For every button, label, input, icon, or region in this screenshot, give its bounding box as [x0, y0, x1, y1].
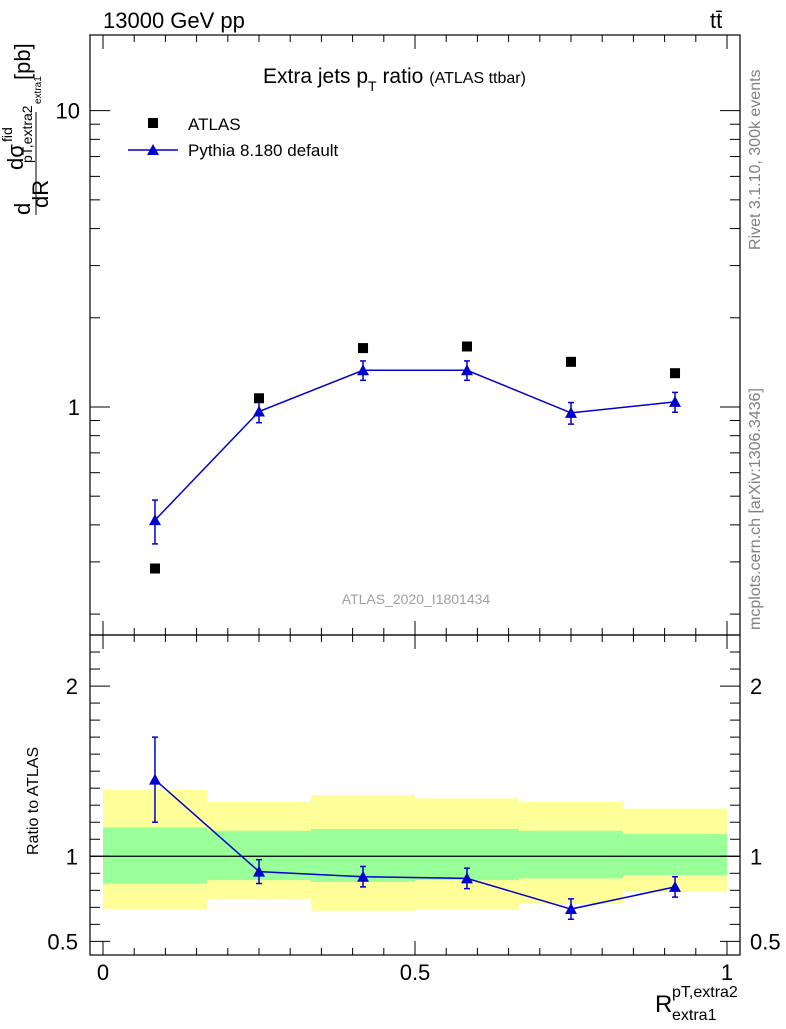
ratio-mc-point — [669, 880, 682, 892]
beam-label: 13000 GeV pp — [103, 8, 245, 33]
ratio-y-tick-label-right: 1 — [750, 844, 762, 869]
mc-point — [565, 406, 577, 418]
analysis-id-label: ATLAS_2020_I1801434 — [342, 591, 491, 607]
ratio-uncertainty-bands — [103, 789, 727, 911]
y-tick-label: 1 — [68, 395, 80, 420]
svg-text:extra1: extra1 — [672, 1007, 717, 1024]
atlas-data-point — [461, 341, 472, 352]
ratio-mc-point — [565, 903, 577, 915]
ratio-mc-point — [253, 865, 265, 877]
atlas-data-point — [149, 563, 160, 574]
svg-text:[pb]: [pb] — [10, 43, 35, 80]
svg-text:pT,extra2: pT,extra2 — [672, 984, 738, 1001]
axes: 0 0.5 1 1 10 0.5 0.5 1 1 2 2 — [47, 34, 781, 985]
svg-text:extra1: extra1 — [33, 76, 44, 104]
y-tick-label: 10 — [56, 99, 80, 124]
legend-atlas-marker — [148, 118, 158, 128]
ratio-y-axis-label: Ratio to ATLAS — [25, 747, 42, 855]
mc-series-line — [154, 369, 676, 521]
mc-point — [460, 364, 473, 376]
main-y-axis-label: d dσ fid dR pT,extra2 extra1 [pb] — [0, 43, 53, 215]
ratio-y-tick-label-right: 0.5 — [750, 929, 781, 954]
atlas-data-point — [566, 356, 576, 367]
legend-atlas-label: ATLAS — [188, 115, 241, 134]
ratio-y-tick-label: 0.5 — [47, 929, 78, 954]
ratio-mc-point — [460, 872, 473, 884]
x-tick-label: 1 — [721, 960, 733, 985]
svg-text:dσ: dσ — [3, 144, 28, 170]
ratio-mc-point — [357, 870, 370, 882]
mc-point — [357, 364, 370, 376]
legend-mc-label: Pythia 8.180 default — [188, 141, 339, 160]
process-label: tt̄ — [710, 8, 722, 33]
atlas-data-point — [358, 343, 369, 354]
ratio-y-tick-label: 2 — [66, 674, 78, 699]
ratio-mc-line — [154, 779, 676, 910]
legend-mc-marker — [147, 144, 159, 155]
svg-text:dR: dR — [28, 180, 53, 208]
mc-point — [253, 405, 265, 417]
x-axis-label: R pT,extra2 extra1 — [655, 984, 738, 1024]
mc-point — [148, 514, 161, 526]
svg-text:R: R — [655, 991, 672, 1018]
mc-point — [669, 395, 682, 407]
svg-text:d: d — [10, 203, 35, 215]
rivet-version-label: Rivet 3.1.10, 300k events — [747, 69, 764, 250]
x-tick-label: 0 — [97, 960, 109, 985]
inner-band-4 — [519, 830, 623, 879]
inner-band-0 — [103, 827, 208, 884]
x-tick-label: 0.5 — [400, 960, 431, 985]
ratio-y-tick-label-right: 2 — [750, 674, 762, 699]
ratio-y-tick-label: 1 — [66, 844, 78, 869]
inner-band-5 — [622, 834, 727, 875]
ratio-mc-point — [148, 773, 161, 785]
svg-text:fid: fid — [0, 127, 15, 142]
legend: ATLAS Pythia 8.180 default — [128, 115, 339, 160]
atlas-data-point — [254, 393, 264, 404]
data-marks — [148, 341, 682, 921]
svg-text:pT,extra2: pT,extra2 — [19, 105, 35, 163]
chart-title: Extra jets pT ratio (ATLAS ttbar) — [263, 65, 526, 94]
mcplots-label: mcplots.cern.ch [arXiv:1306.3436] — [747, 388, 764, 630]
atlas-data-point — [670, 368, 681, 379]
